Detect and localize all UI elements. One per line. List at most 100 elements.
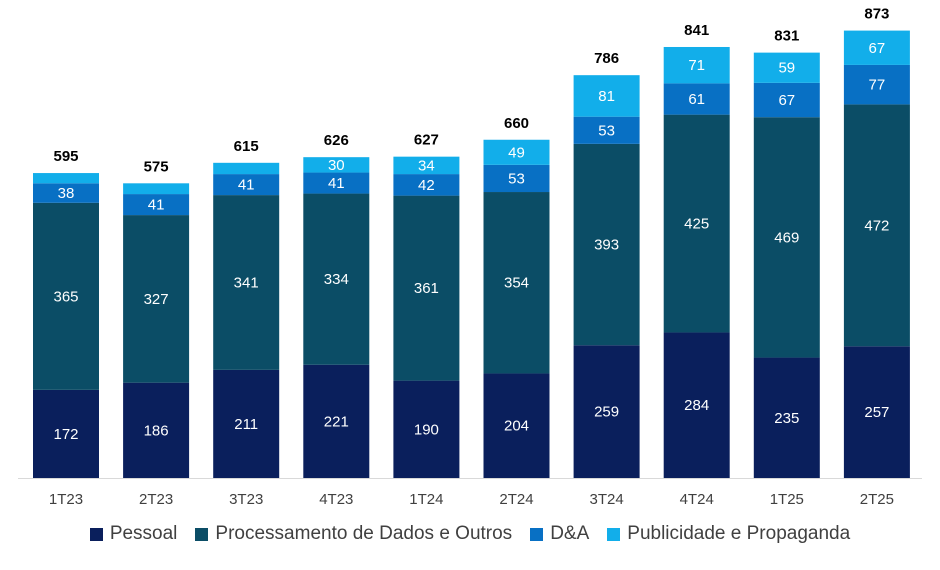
bar-segment-3-2T23 [123,194,190,216]
data-label-3-3T24: 53 [598,122,615,139]
bar-segment-3-1T24 [393,174,460,196]
x-tick-label-2T24: 2T24 [499,491,533,508]
data-label-3-3T23: 41 [238,177,255,194]
bar-segment-1-4T24 [663,332,730,478]
bar-segment-2-1T24 [393,195,460,381]
total-label-2T23: 575 [144,158,169,175]
x-tick-label-1T24: 1T24 [409,491,443,508]
bar-segment-1-3T24 [573,345,640,478]
legend-label-4: Publicidade e Propaganda [627,523,851,544]
total-label-3T24: 786 [594,50,619,67]
bar-segment-4-2T23 [123,183,190,195]
legend-label-2: Processamento de Dados e Outros [215,523,513,544]
data-label-1-2T23: 186 [144,422,169,439]
x-tick-label-2T25: 2T25 [860,491,894,508]
x-tick-label-3T23: 3T23 [229,491,263,508]
data-label-3-1T24: 42 [418,177,435,194]
total-label-2T25: 873 [864,6,889,23]
bar-segment-1-2T25 [843,346,910,478]
total-label-4T24: 841 [684,22,709,39]
bar-segment-4-4T23 [303,157,370,173]
legend-swatch-2 [195,527,209,541]
data-label-2-1T23: 365 [53,288,78,305]
bar-segment-2-2T23 [123,215,190,383]
bar-segment-4-2T24 [483,139,550,165]
bar-segment-4-1T24 [393,156,460,175]
data-label-2-2T24: 354 [504,275,529,292]
total-label-1T25: 831 [774,28,799,45]
data-label-1-2T24: 204 [504,418,529,435]
x-tick-label-2T23: 2T23 [139,491,173,508]
data-label-4-1T25: 59 [778,60,795,77]
x-tick-label-4T23: 4T23 [319,491,353,508]
bar-segment-2-1T23 [33,202,99,390]
bar-segment-3-2T24 [483,164,550,193]
bar-segment-4-3T23 [213,162,280,175]
data-label-3-4T24: 61 [688,91,705,108]
bar-segment-4-2T25 [843,30,910,65]
bar-segment-3-2T25 [843,64,910,105]
bar-segment-4-1T23 [33,173,99,184]
bar-segment-2-2T25 [843,104,910,347]
data-label-3-2T25: 77 [869,77,886,94]
total-label-4T23: 626 [324,132,349,149]
data-label-1-1T25: 235 [774,410,799,427]
legend-swatch-4 [607,527,621,541]
data-label-3-2T23: 41 [148,197,165,214]
bar-segment-4-3T24 [573,75,640,117]
bar-segment-2-3T24 [573,143,640,346]
bar-segment-4-4T24 [663,46,730,84]
total-label-3T23: 615 [234,138,259,155]
bar-segment-2-1T25 [753,117,820,358]
legend-swatch-3 [530,527,544,541]
chart-legend: Pessoal Processamento de Dados e Outros D&… [0,519,940,549]
legend-swatch-1 [89,527,103,541]
bar-segment-1-2T23 [123,382,190,478]
x-tick-label-1T25: 1T25 [770,491,804,508]
bar-segment-1-1T25 [753,357,820,478]
data-label-4-2T25: 67 [869,40,886,57]
data-label-1-4T23: 221 [324,413,349,430]
data-label-1-1T23: 172 [53,426,78,443]
data-label-4-4T23: 30 [328,157,345,174]
total-label-1T24: 627 [414,132,439,149]
data-label-2-1T25: 469 [774,229,799,246]
x-tick-label-4T24: 4T24 [680,491,714,508]
bar-segment-2-2T24 [483,192,550,374]
data-label-1-3T24: 259 [594,404,619,421]
bar-segment-4-1T25 [753,52,820,83]
bar-segment-1-3T23 [213,369,280,478]
data-label-4-2T24: 49 [508,144,525,161]
data-label-2-4T23: 334 [324,271,349,288]
bar-segment-2-4T24 [663,114,730,333]
bar-segment-3-4T23 [303,172,370,194]
bar-segment-1-1T23 [33,389,99,478]
bar-segment-3-4T24 [663,83,730,115]
data-label-2-4T24: 425 [684,216,709,233]
x-tick-label-1T23: 1T23 [49,491,83,508]
data-label-1-1T24: 190 [414,421,439,438]
data-label-2-3T23: 341 [234,274,259,291]
data-label-2-2T25: 472 [864,217,889,234]
total-label-2T24: 660 [504,115,529,132]
x-tick-label-3T24: 3T24 [589,491,623,508]
data-label-2-1T24: 361 [414,280,439,297]
bar-segment-2-4T23 [303,193,370,365]
data-label-3-1T25: 67 [778,92,795,109]
data-label-4-1T24: 34 [418,157,435,174]
bar-segment-3-3T24 [573,116,640,144]
legend-item-3: D&A [530,523,589,545]
bar-segment-1-4T23 [303,364,370,478]
bar-segment-2-3T23 [213,195,280,370]
data-label-3-4T23: 41 [328,175,345,192]
legend-item-4: Publicidade e Propaganda [607,523,850,545]
data-label-1-4T24: 284 [684,397,709,414]
bar-segment-1-1T24 [393,380,460,478]
data-label-1-3T23: 211 [234,416,258,433]
legend-label-1: Pessoal [109,523,178,544]
legend-item-1: Pessoal [89,523,178,545]
data-label-1-2T25: 257 [864,404,889,421]
bar-segment-3-3T23 [213,174,280,196]
